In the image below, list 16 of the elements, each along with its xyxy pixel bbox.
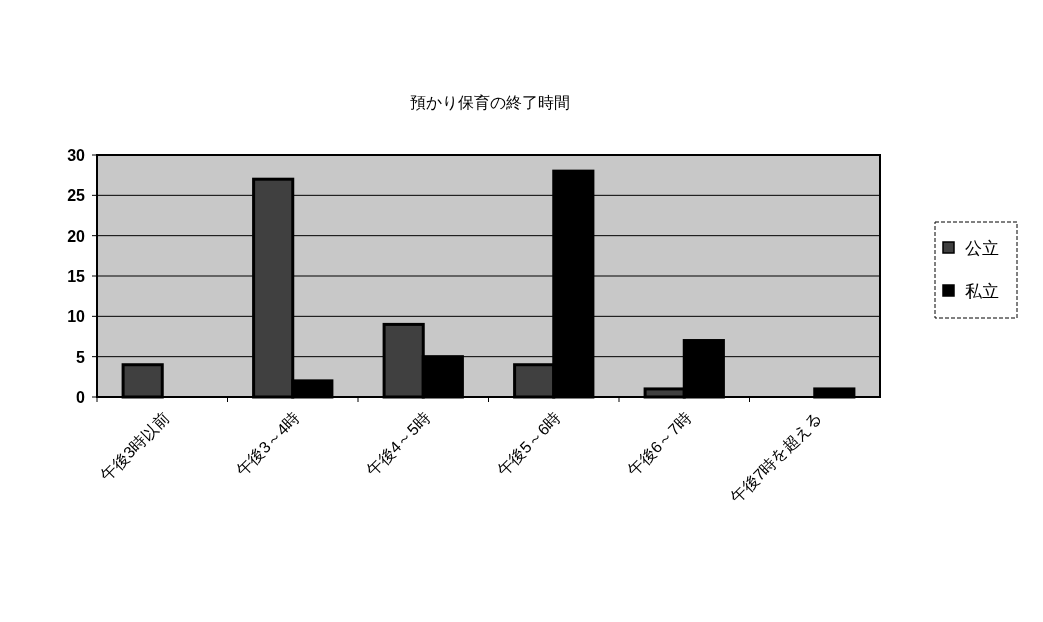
y-tick-label: 25 [67,187,86,205]
legend-label: 私立 [965,282,999,301]
x-tick-label: 午後3～4時 [233,409,303,479]
legend-label: 公立 [965,239,999,258]
y-tick-label: 0 [76,389,86,406]
x-tick-label: 午後5～6時 [494,409,564,479]
y-tick-label: 10 [67,308,86,326]
x-tick-label: 午後3時以前 [97,409,173,484]
x-tick-label: 午後6～7時 [624,409,695,479]
y-tick-label: 20 [67,227,86,245]
x-tick-label: 午後7時を超える [727,409,825,507]
y-tick-label: 15 [67,268,86,285]
y-tick-label: 30 [67,147,86,164]
chart-title: 預かり保育の終了時間 [410,94,570,111]
y-tick-label: 5 [76,348,86,366]
x-tick-label: 午後4～5時 [363,409,434,479]
